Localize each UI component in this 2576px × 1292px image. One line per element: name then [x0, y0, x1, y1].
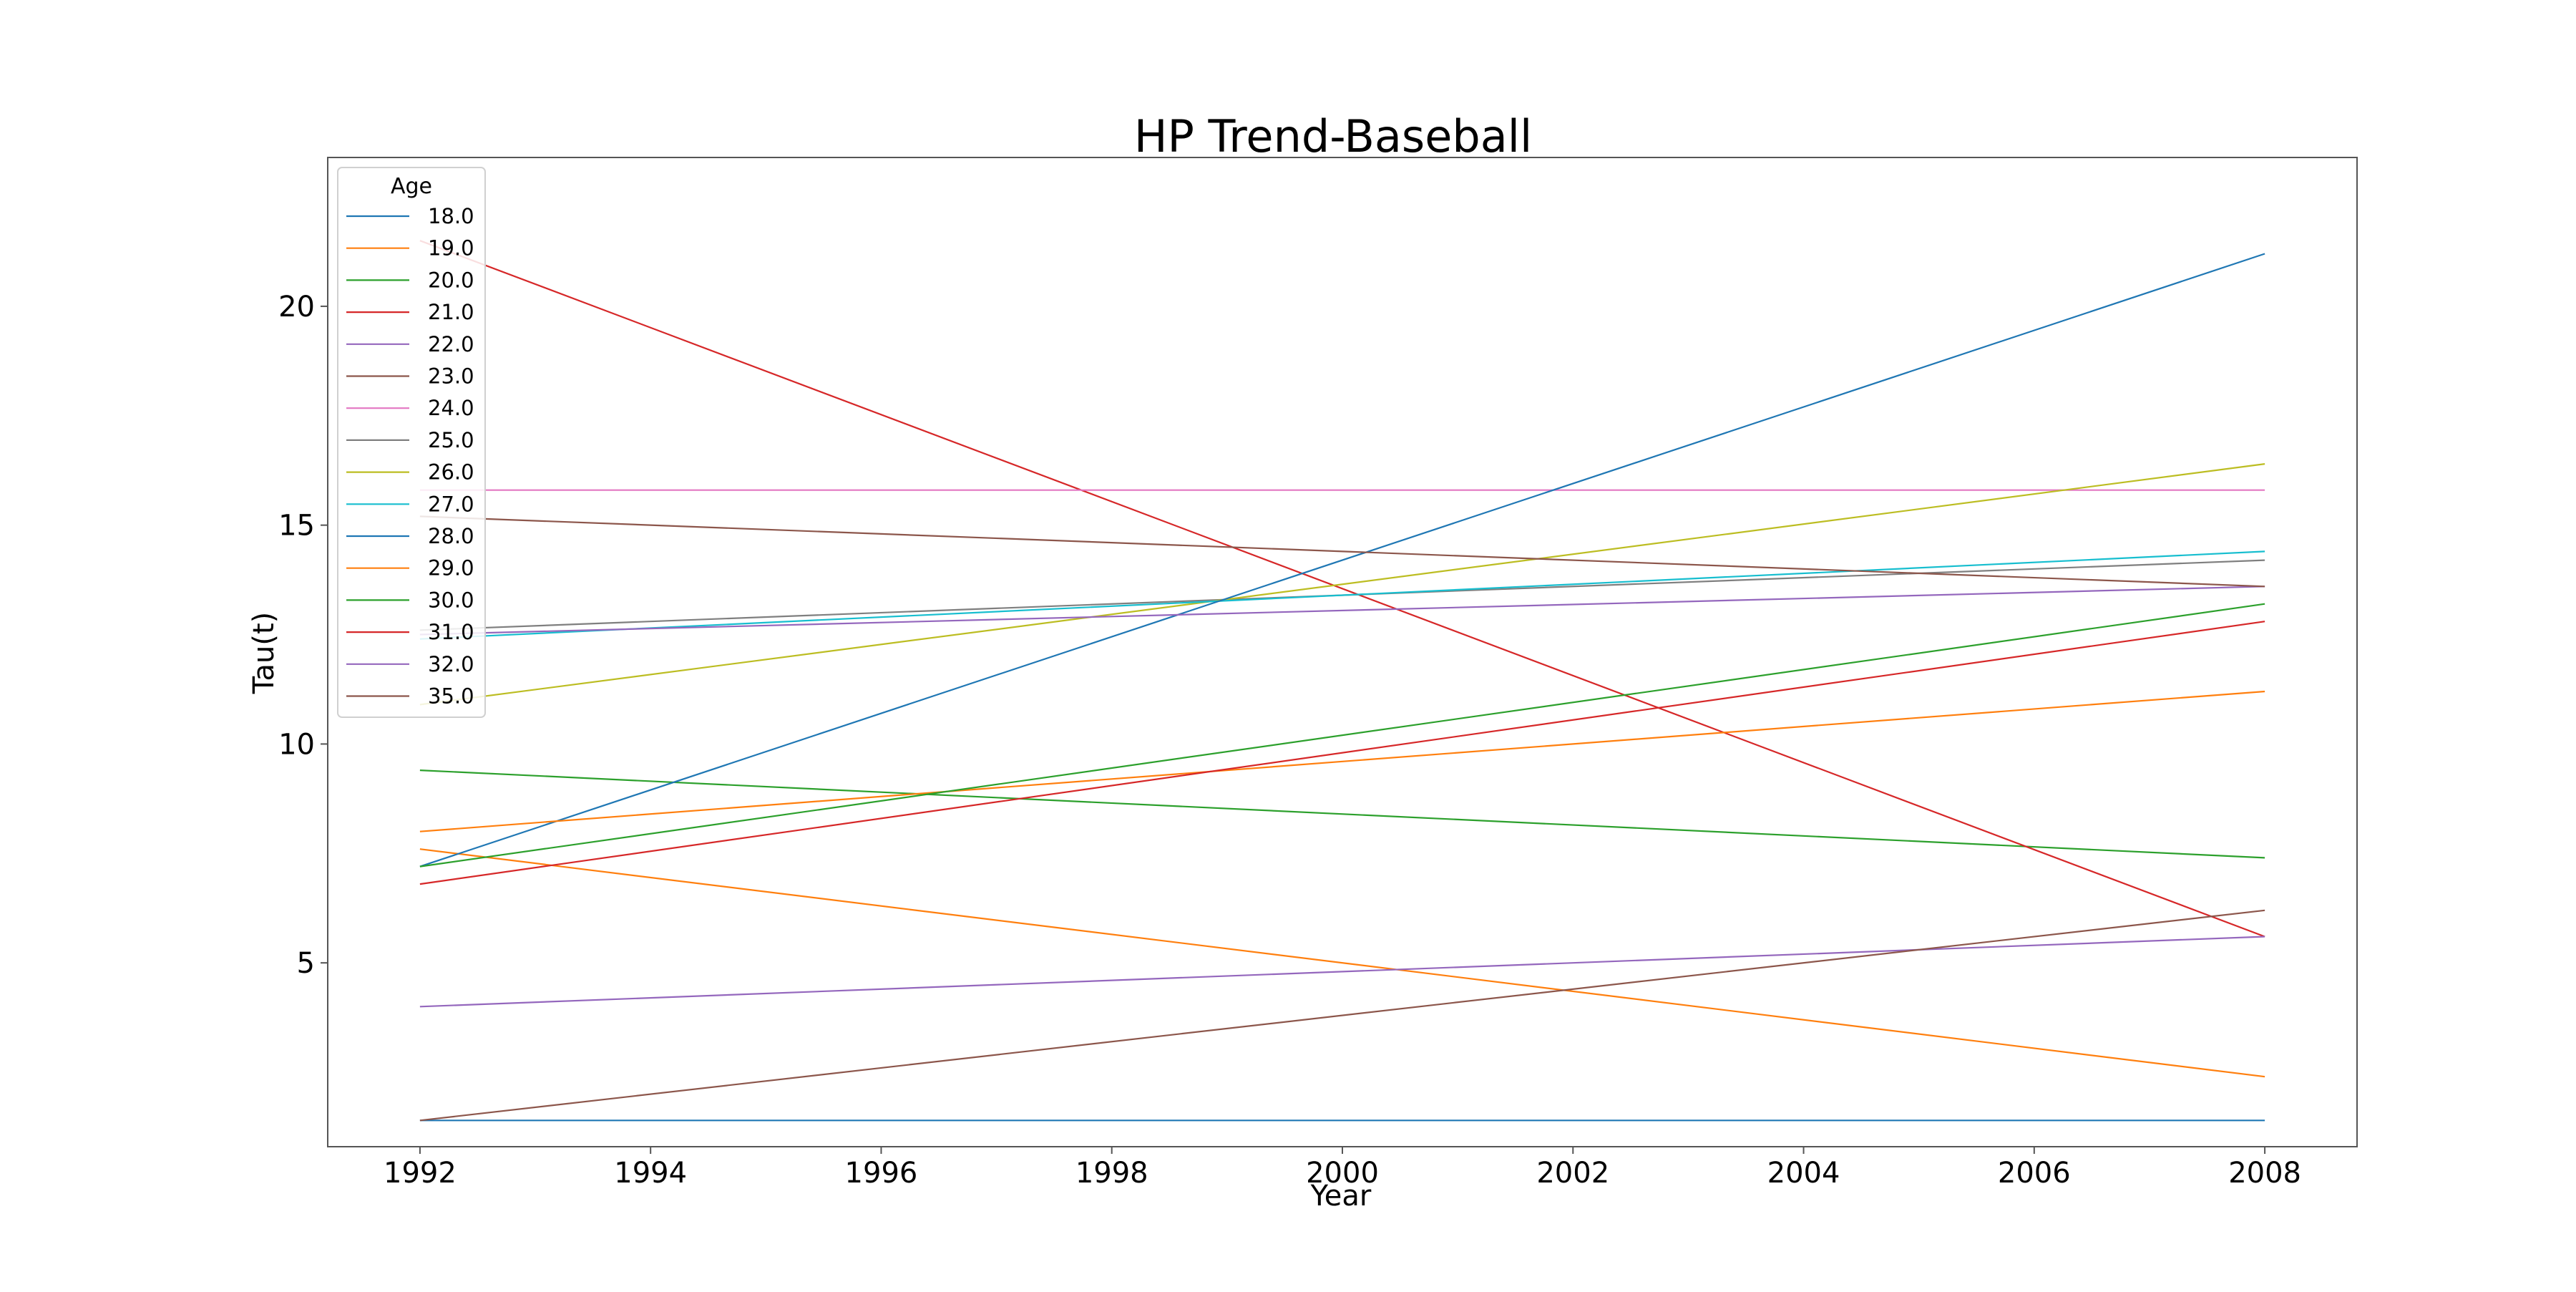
legend-label-29.0: 29.0	[428, 556, 474, 581]
series-line-35.0	[419, 515, 2265, 588]
series-line-20.0	[419, 769, 2265, 859]
legend-label-21.0: 21.0	[428, 300, 474, 324]
legend-label-28.0: 28.0	[428, 524, 474, 548]
series-line-23.0	[419, 909, 2265, 1122]
legend-label-35.0: 35.0	[428, 684, 474, 709]
x-axis-ticks: 1992 1994 1996 1998 2000 2002 2004 2006 2008	[384, 1147, 2301, 1190]
x-tick-label: 1998	[1075, 1157, 1148, 1190]
legend-label-20.0: 20.0	[428, 268, 474, 292]
series-line-19.0	[419, 848, 2265, 1078]
legend-label-19.0: 19.0	[428, 236, 474, 261]
y-axis-label: Tau(t)	[248, 612, 280, 695]
series-lines	[419, 240, 2265, 1122]
y-axis-ticks: 5 10 15 20	[278, 291, 328, 980]
series-line-21.0	[419, 240, 2265, 938]
y-tick-label: 20	[278, 291, 315, 324]
legend-label-18.0: 18.0	[428, 204, 474, 228]
legend-entries: 18.0 19.0 20.0 21.0 22.0 23.0 24.0 25.0 26.0 27.0…	[346, 204, 474, 709]
legend-label-23.0: 23.0	[428, 364, 474, 389]
y-tick-label: 10	[278, 728, 315, 761]
x-tick-label: 1994	[614, 1157, 687, 1190]
chart-title: HP Trend-Baseball	[1134, 110, 1532, 162]
series-line-32.0	[419, 586, 2265, 636]
legend: Age 18.0 19.0 20.0 21.0 22.0 23.0 24.0 25.0 26.0…	[337, 167, 486, 718]
series-line-27.0	[419, 550, 2265, 640]
series-line-22.0	[419, 936, 2265, 1008]
x-tick-label: 2004	[1767, 1157, 1840, 1190]
series-line-26.0	[419, 463, 2265, 706]
legend-label-27.0: 27.0	[428, 492, 474, 516]
x-tick-label: 1992	[384, 1157, 457, 1190]
legend-box	[337, 167, 486, 718]
series-line-30.0	[419, 603, 2265, 868]
legend-label-30.0: 30.0	[428, 588, 474, 612]
x-tick-label: 2002	[1536, 1157, 1609, 1190]
series-line-29.0	[419, 690, 2265, 832]
legend-title: Age	[391, 174, 432, 199]
y-tick-label: 15	[278, 510, 315, 543]
x-tick-label: 1996	[845, 1157, 918, 1190]
legend-label-25.0: 25.0	[428, 428, 474, 452]
x-tick-label: 2000	[1306, 1157, 1379, 1190]
x-axis-label: Year	[1310, 1180, 1372, 1213]
legend-label-24.0: 24.0	[428, 396, 474, 420]
legend-label-32.0: 32.0	[428, 652, 474, 676]
legend-label-31.0: 31.0	[428, 620, 474, 644]
y-tick-label: 5	[297, 947, 315, 980]
legend-label-26.0: 26.0	[428, 460, 474, 485]
series-line-31.0	[419, 621, 2265, 885]
x-tick-label: 2006	[1998, 1157, 2071, 1190]
x-tick-label: 2008	[2228, 1157, 2301, 1190]
legend-label-22.0: 22.0	[428, 332, 474, 356]
series-line-28.0	[419, 253, 2265, 868]
